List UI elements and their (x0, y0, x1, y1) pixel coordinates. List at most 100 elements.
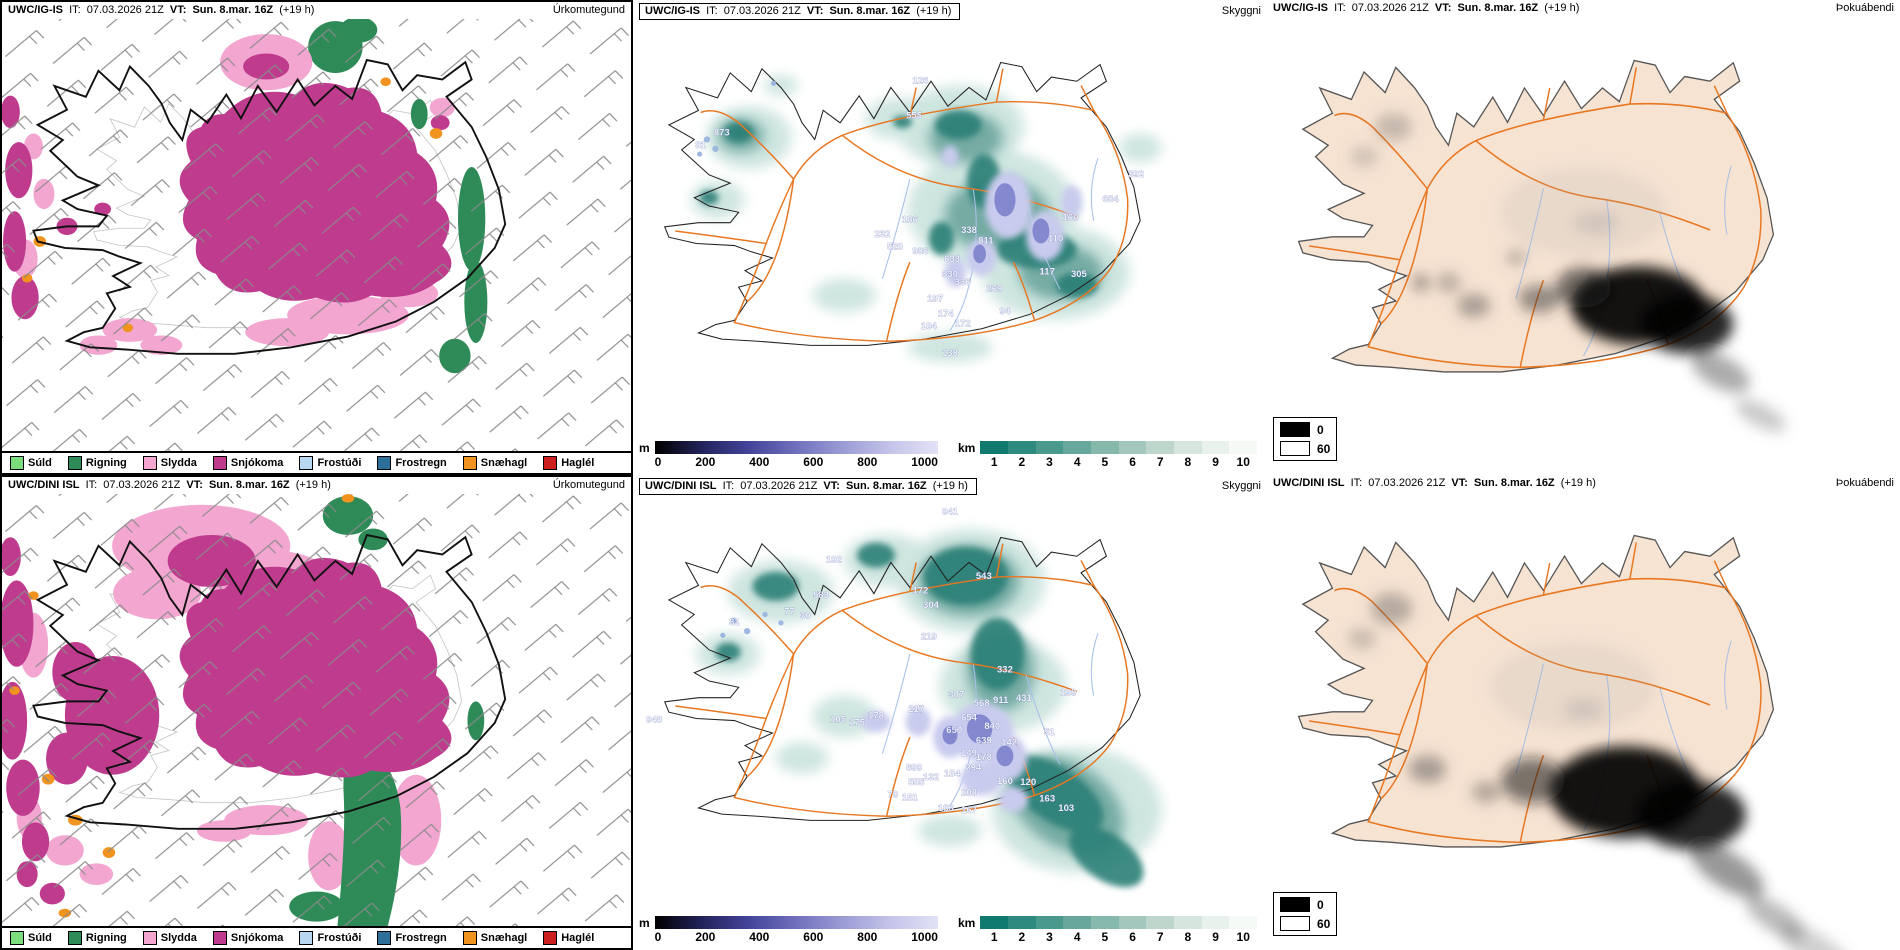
panel-visibility-igis: UWC/IG-IS IT: 07.03.2026 21Z VT: Sun. 8.… (633, 0, 1267, 475)
legend-item: Snjókoma (212, 931, 284, 945)
fog-swatch-black (1280, 897, 1310, 912)
it-label: IT: (706, 5, 718, 17)
station-value: 175 (849, 717, 865, 728)
station-value: 543 (976, 570, 992, 581)
station-value: 51 (1044, 726, 1055, 737)
vt-label: VT: (1451, 477, 1468, 489)
station-value: 899 (906, 762, 922, 773)
it-value: 07.03.2026 21Z (740, 480, 818, 492)
cloudbase-core (973, 183, 1050, 264)
colorbar-cell (1174, 916, 1202, 929)
legend-swatch (212, 456, 227, 470)
legend-label: Súld (28, 457, 52, 469)
legend-item: Frostúði (299, 456, 361, 470)
colorbar-cell (1008, 916, 1036, 929)
legend-item: Rigning (67, 456, 127, 470)
station-value: 568 (974, 697, 990, 708)
legend-label: Snjókoma (230, 932, 284, 944)
run-info: UWC/IG-IS IT: 07.03.2026 21Z VT: Sun. 8.… (8, 5, 317, 16)
colorbar-tick: 0 (654, 930, 662, 944)
legend-item: Súld (10, 931, 52, 945)
legend-item: Haglél (543, 931, 594, 945)
colorbar-tick: 1000 (911, 455, 938, 469)
legend-label: Frostregn (395, 932, 447, 944)
wind-barb-field (2, 19, 631, 451)
panel-header: UWC/IG-IS IT: 07.03.2026 21Z VT: Sun. 8.… (633, 0, 1267, 23)
legend-item: Haglél (543, 456, 594, 470)
colorbar-bar (654, 916, 938, 929)
vt-value: Sun. 8.mar. 16Z (192, 4, 274, 16)
station-value: 160 (997, 775, 1013, 786)
station-value: 392 (1128, 168, 1144, 179)
station-value: 192 (826, 554, 842, 565)
freezing-drizzle-specks (720, 611, 784, 638)
station-value: 81 (729, 616, 740, 627)
colorbar-tick: 6 (1129, 455, 1136, 469)
colorbar-ticks: 1 2 3 4 5 6 7 8 9 10 (980, 455, 1257, 469)
precip-legend: Súld Rigning Slydda Snjókoma Frostúði Frostre… (2, 926, 631, 948)
vt-label: VT: (169, 4, 187, 16)
colorbar-tick: 1 (990, 455, 998, 469)
precip-map (2, 19, 631, 451)
colorbar-tick: 9 (1212, 930, 1219, 944)
legend-swatch (543, 456, 558, 470)
legend-label: Rigning (85, 932, 127, 944)
it-value: 07.03.2026 21Z (103, 479, 181, 491)
colorbar-tick: 5 (1101, 930, 1109, 944)
colorbar-tick: 5 (1101, 455, 1109, 469)
legend-swatch (377, 456, 392, 470)
vt-label: VT: (186, 479, 203, 491)
visibility-map: 941 192 543 583 172 304 77 30 81 219 948 332 307 568 9… (633, 498, 1267, 914)
scale-bars: m 0 200 400 600 800 1000 km 1 2 3 4 5 6 7 8 9 10 (633, 914, 1267, 950)
colorbar-cell (1229, 916, 1258, 929)
station-value: 811 (978, 235, 993, 246)
station-value: 986 (912, 245, 928, 256)
station-value: 219 (921, 631, 937, 642)
vt-value: Sun. 8.mar. 16Z (1473, 477, 1555, 489)
legend-label: Frostúði (317, 457, 362, 469)
legend-swatch (10, 456, 24, 470)
fog-legend-value: 60 (1317, 916, 1331, 931)
colorbar-cell (1201, 441, 1230, 454)
colorbar-tick: 4 (1073, 930, 1081, 944)
it-value: 07.03.2026 21Z (1351, 2, 1429, 14)
station-value: 431 (1016, 692, 1032, 703)
colorbar-bar (980, 441, 1258, 454)
legend-item: Snjókoma (212, 456, 283, 470)
station-value: 126 (912, 74, 928, 85)
colorbar-tick: 9 (1212, 455, 1219, 469)
colorbar-ticks: 0 200 400 600 800 1000 (655, 455, 938, 469)
legend-swatch (299, 456, 314, 470)
freezing-drizzle-specks (696, 80, 777, 157)
panel-precip-igis: UWC/IG-IS IT: 07.03.2026 21Z VT: Sun. 8.… (0, 0, 633, 475)
colorbar-bar (654, 441, 938, 454)
legend-swatch (10, 931, 24, 945)
fog-map (1267, 492, 1900, 950)
model-name: UWC/IG-IS (645, 5, 700, 17)
colorbar-cell (1201, 916, 1230, 929)
model-name: UWC/IG-IS (8, 4, 63, 16)
colorbar-cell (1174, 441, 1202, 454)
station-value: 117 (1040, 266, 1055, 277)
vt-value: Sun. 8.mar. 16Z (845, 480, 927, 492)
station-value: 208 (961, 787, 977, 798)
colorbar-cell (980, 916, 1009, 929)
colorbar-tick: 400 (749, 930, 770, 944)
colorbar-tick: 800 (857, 930, 878, 944)
vt-label: VT: (806, 5, 824, 17)
station-value: 197 (927, 293, 943, 304)
colorbar-tick: 600 (803, 455, 824, 469)
fog-swatch-white (1280, 441, 1310, 456)
legend-item: Snæhagl (462, 931, 527, 945)
station-value: 142 (1001, 737, 1017, 748)
panel-fog-dini: UWC/DINI ISL IT: 07.03.2026 21Z VT: Sun.… (1267, 475, 1900, 950)
legend-item: Snæhagl (462, 456, 527, 470)
station-value: 330 (942, 268, 958, 279)
station-value: 138 (942, 347, 958, 358)
model-name: UWC/DINI ISL (8, 479, 80, 491)
colorbar-tick: 1000 (911, 930, 938, 944)
colorbar-tick: 600 (803, 930, 824, 944)
station-value: 172 (912, 585, 928, 596)
vt-value: Sun. 8.mar. 16Z (1457, 2, 1539, 14)
